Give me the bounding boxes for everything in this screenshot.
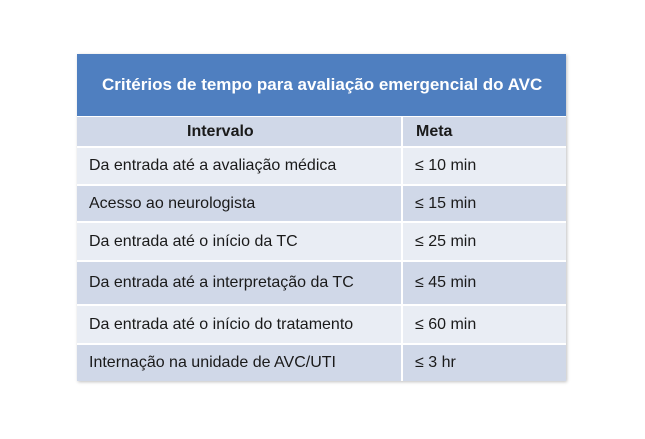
header-goal: Meta: [416, 122, 453, 140]
interval-cell: Da entrada até o início da TC: [77, 223, 403, 260]
table-row: Da entrada até o início da TC ≤ 25 min: [77, 223, 566, 262]
stroke-time-criteria-table: Critérios de tempo para avaliação emerge…: [77, 54, 566, 381]
table-title: Critérios de tempo para avaliação emerge…: [77, 54, 566, 117]
table-row: Acesso ao neurologista ≤ 15 min: [77, 186, 566, 223]
goal-cell: ≤ 60 min: [415, 315, 477, 333]
table-row: Da entrada até o início do tratamento ≤ …: [77, 306, 566, 345]
interval-cell: Internação na unidade de AVC/UTI: [77, 345, 403, 381]
interval-cell: Da entrada até a avaliação médica: [77, 148, 403, 184]
header-interval: Intervalo: [77, 117, 403, 146]
goal-cell: ≤ 3 hr: [415, 354, 456, 371]
interval-cell: Da entrada até o início do tratamento: [77, 306, 403, 343]
table-header-row: Intervalo Meta: [77, 117, 566, 148]
goal-cell: ≤ 25 min: [415, 232, 477, 250]
goal-cell: ≤ 15 min: [415, 194, 477, 212]
goal-cell: ≤ 10 min: [415, 157, 477, 174]
interval-cell: Acesso ao neurologista: [77, 186, 403, 221]
table-row: Da entrada até a avaliação médica ≤ 10 m…: [77, 148, 566, 186]
goal-cell: ≤ 45 min: [415, 274, 477, 291]
table-row: Da entrada até a interpretação da TC ≤ 4…: [77, 262, 566, 306]
interval-cell: Da entrada até a interpretação da TC: [77, 262, 403, 304]
table-row: Internação na unidade de AVC/UTI ≤ 3 hr: [77, 345, 566, 381]
